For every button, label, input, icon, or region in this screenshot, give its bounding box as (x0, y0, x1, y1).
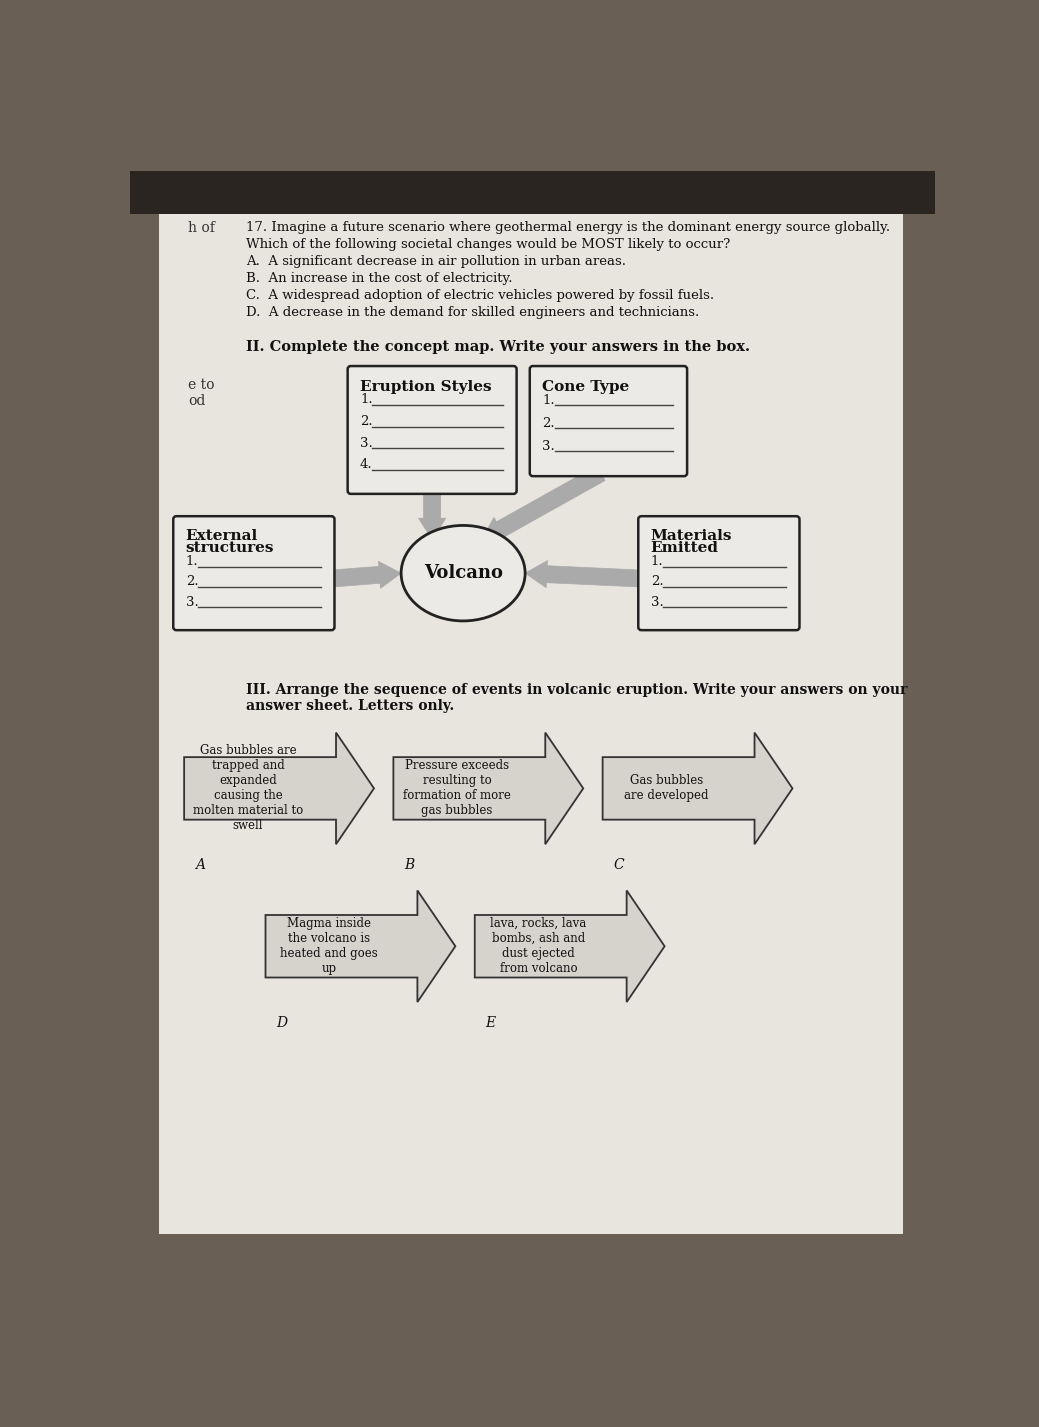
Polygon shape (184, 732, 374, 845)
FancyBboxPatch shape (638, 517, 799, 631)
Text: 3.: 3. (542, 440, 555, 452)
Text: e to: e to (188, 378, 214, 392)
Ellipse shape (401, 525, 525, 621)
Text: 17. Imagine a future scenario where geothermal energy is the dominant energy sou: 17. Imagine a future scenario where geot… (246, 221, 890, 234)
Text: 2.: 2. (186, 575, 198, 588)
Polygon shape (475, 890, 665, 1002)
Text: E: E (485, 1016, 496, 1030)
Text: Magma inside
the volcano is
heated and goes
up: Magma inside the volcano is heated and g… (281, 918, 378, 975)
Text: 3.: 3. (361, 437, 373, 450)
Text: D: D (276, 1016, 288, 1030)
Text: lava, rocks, lava
bombs, ash and
dust ejected
from volcano: lava, rocks, lava bombs, ash and dust ej… (490, 918, 587, 975)
Text: 2.: 2. (542, 417, 555, 430)
Text: C.  A widespread adoption of electric vehicles powered by fossil fuels.: C. A widespread adoption of electric veh… (246, 290, 714, 303)
Text: III. Arrange the sequence of events in volcanic eruption. Write your answers on : III. Arrange the sequence of events in v… (246, 682, 907, 696)
Text: 1.: 1. (186, 555, 198, 568)
Polygon shape (266, 890, 455, 1002)
Text: answer sheet. Letters only.: answer sheet. Letters only. (246, 699, 454, 714)
Text: B.  An increase in the cost of electricity.: B. An increase in the cost of electricit… (246, 273, 512, 285)
Text: od: od (188, 394, 206, 408)
Text: Pressure exceeds
resulting to
formation of more
gas bubbles: Pressure exceeds resulting to formation … (403, 759, 511, 818)
Text: 3.: 3. (186, 595, 198, 609)
Text: 4.: 4. (361, 458, 373, 471)
Text: 2.: 2. (650, 575, 663, 588)
Text: Which of the following societal changes would be MOST likely to occur?: Which of the following societal changes … (246, 238, 730, 251)
FancyBboxPatch shape (130, 171, 935, 214)
Polygon shape (330, 561, 401, 588)
Text: B: B (404, 858, 415, 872)
Polygon shape (603, 732, 793, 845)
Polygon shape (419, 491, 446, 539)
Text: 1.: 1. (361, 394, 373, 407)
Text: 2.: 2. (361, 415, 373, 428)
Text: A.  A significant decrease in air pollution in urban areas.: A. A significant decrease in air polluti… (246, 255, 627, 268)
Polygon shape (482, 465, 605, 541)
FancyBboxPatch shape (348, 367, 516, 494)
Text: Eruption Styles: Eruption Styles (361, 380, 491, 394)
Text: Materials: Materials (650, 528, 732, 542)
Text: Volcano: Volcano (424, 564, 503, 582)
Text: Cone Type: Cone Type (542, 380, 630, 394)
Text: 1.: 1. (650, 555, 663, 568)
FancyBboxPatch shape (159, 171, 903, 1234)
Text: Gas bubbles
are developed: Gas bubbles are developed (624, 775, 709, 802)
Text: II. Complete the concept map. Write your answers in the box.: II. Complete the concept map. Write your… (246, 340, 750, 354)
FancyBboxPatch shape (174, 517, 335, 631)
Polygon shape (525, 561, 642, 588)
Polygon shape (394, 732, 583, 845)
Text: h of: h of (188, 221, 215, 235)
Text: Emitted: Emitted (650, 541, 719, 555)
Text: 1.: 1. (542, 394, 555, 407)
Text: D.  A decrease in the demand for skilled engineers and technicians.: D. A decrease in the demand for skilled … (246, 305, 699, 320)
FancyBboxPatch shape (530, 367, 687, 477)
Text: External: External (186, 528, 258, 542)
Text: C: C (613, 858, 624, 872)
Text: Gas bubbles are
trapped and
expanded
causing the
molten material to
swell: Gas bubbles are trapped and expanded cau… (193, 745, 303, 832)
Text: structures: structures (186, 541, 274, 555)
Text: 3.: 3. (650, 595, 664, 609)
Text: A: A (195, 858, 205, 872)
